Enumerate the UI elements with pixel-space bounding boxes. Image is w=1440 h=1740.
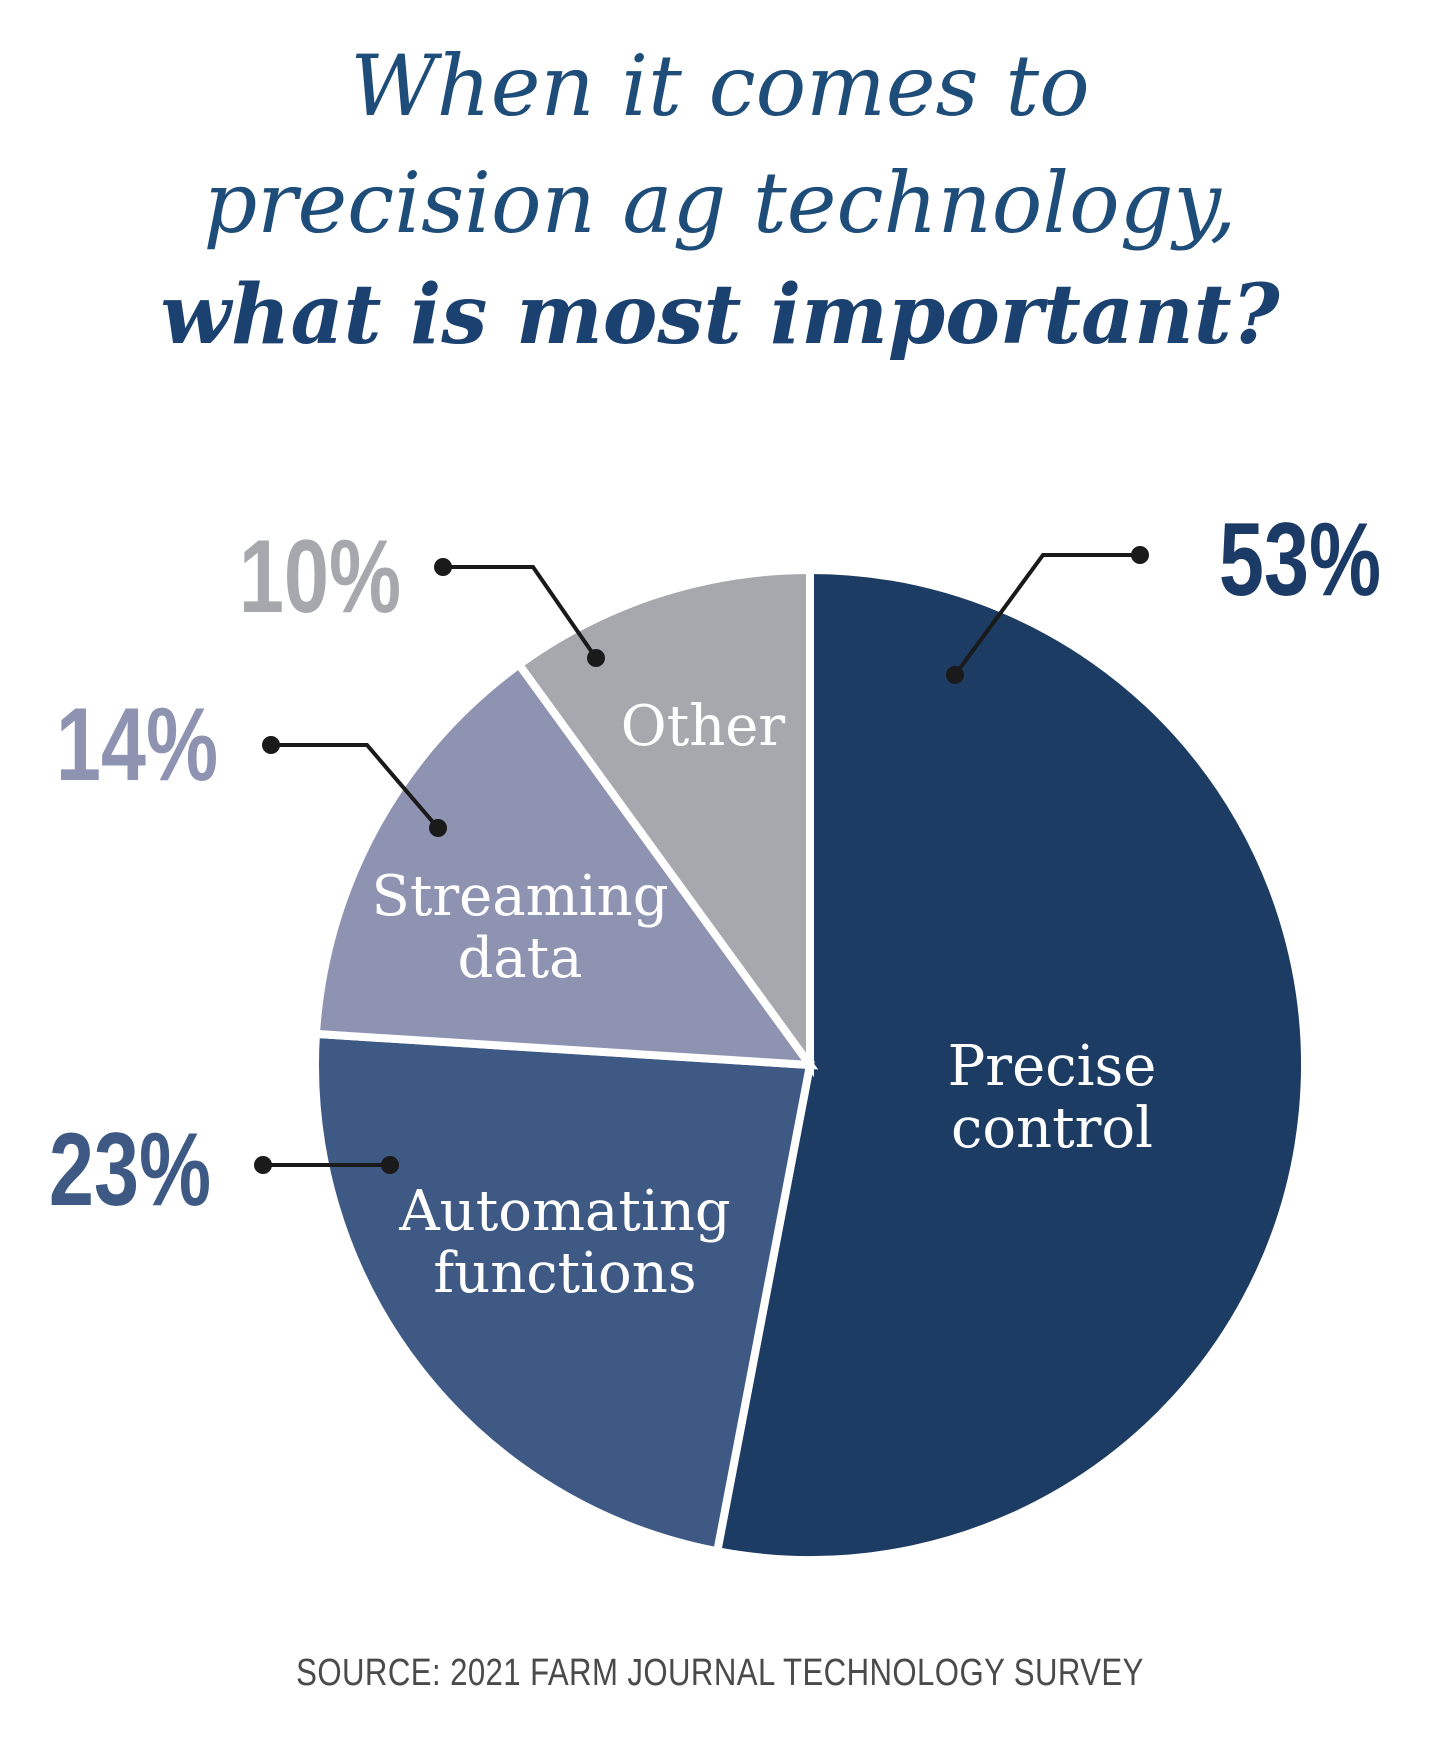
leader-dot-inner-precise-control — [946, 666, 964, 684]
slice-label-streaming-data-line: data — [457, 926, 582, 991]
leader-line-other — [443, 565, 598, 660]
slice-label-automating-functions-line: functions — [433, 1241, 696, 1306]
pie-slice-other — [513, 565, 814, 1078]
leader-dot-inner-streaming-data — [429, 819, 447, 837]
leader-dot-outer-other — [434, 558, 452, 576]
slice-label-automating-functions: Automating functions — [398, 1179, 731, 1306]
leader-line-precise-control — [953, 553, 1140, 677]
slice-label-precise-control: Precise control — [948, 1034, 1157, 1161]
slice-label-automating-functions-line: Automating — [398, 1179, 731, 1244]
leader-dot-inner-other — [587, 649, 605, 667]
slice-label-precise-control-line: Precise — [948, 1034, 1157, 1099]
value-label-precise-control: 53% — [1219, 501, 1381, 617]
pie-slice-precise-control — [712, 565, 1310, 1564]
leader-dot-outer-streaming-data — [262, 736, 280, 754]
value-label-automating-functions: 23% — [49, 1111, 211, 1227]
value-label-streaming-data: 14% — [56, 686, 218, 802]
value-label-other: 10% — [239, 518, 401, 634]
slice-label-precise-control-line: control — [951, 1096, 1153, 1161]
slice-label-streaming-data: Streaming data — [371, 864, 668, 991]
source-note: SOURCE: 2021 FARM JOURNAL TECHNOLOGY SUR… — [296, 1652, 1144, 1694]
slice-label-other-line: Other — [621, 694, 786, 759]
pie-slice-streaming-data — [311, 658, 819, 1070]
leader-dot-outer-precise-control — [1131, 546, 1149, 564]
pie-slice-automating-functions — [311, 1029, 815, 1556]
slice-label-other: Other — [621, 694, 786, 759]
chart-title-line-1: When it comes to — [350, 37, 1090, 135]
leader-line-streaming-data — [271, 743, 440, 830]
leader-dot-inner-automating-functions — [381, 1156, 399, 1174]
leader-dot-outer-automating-functions — [254, 1156, 272, 1174]
slice-label-streaming-data-line: Streaming — [371, 864, 668, 929]
chart-title-line-2: precision ag technology, — [203, 154, 1237, 252]
chart-title-line-3: what is most important? — [160, 267, 1280, 363]
